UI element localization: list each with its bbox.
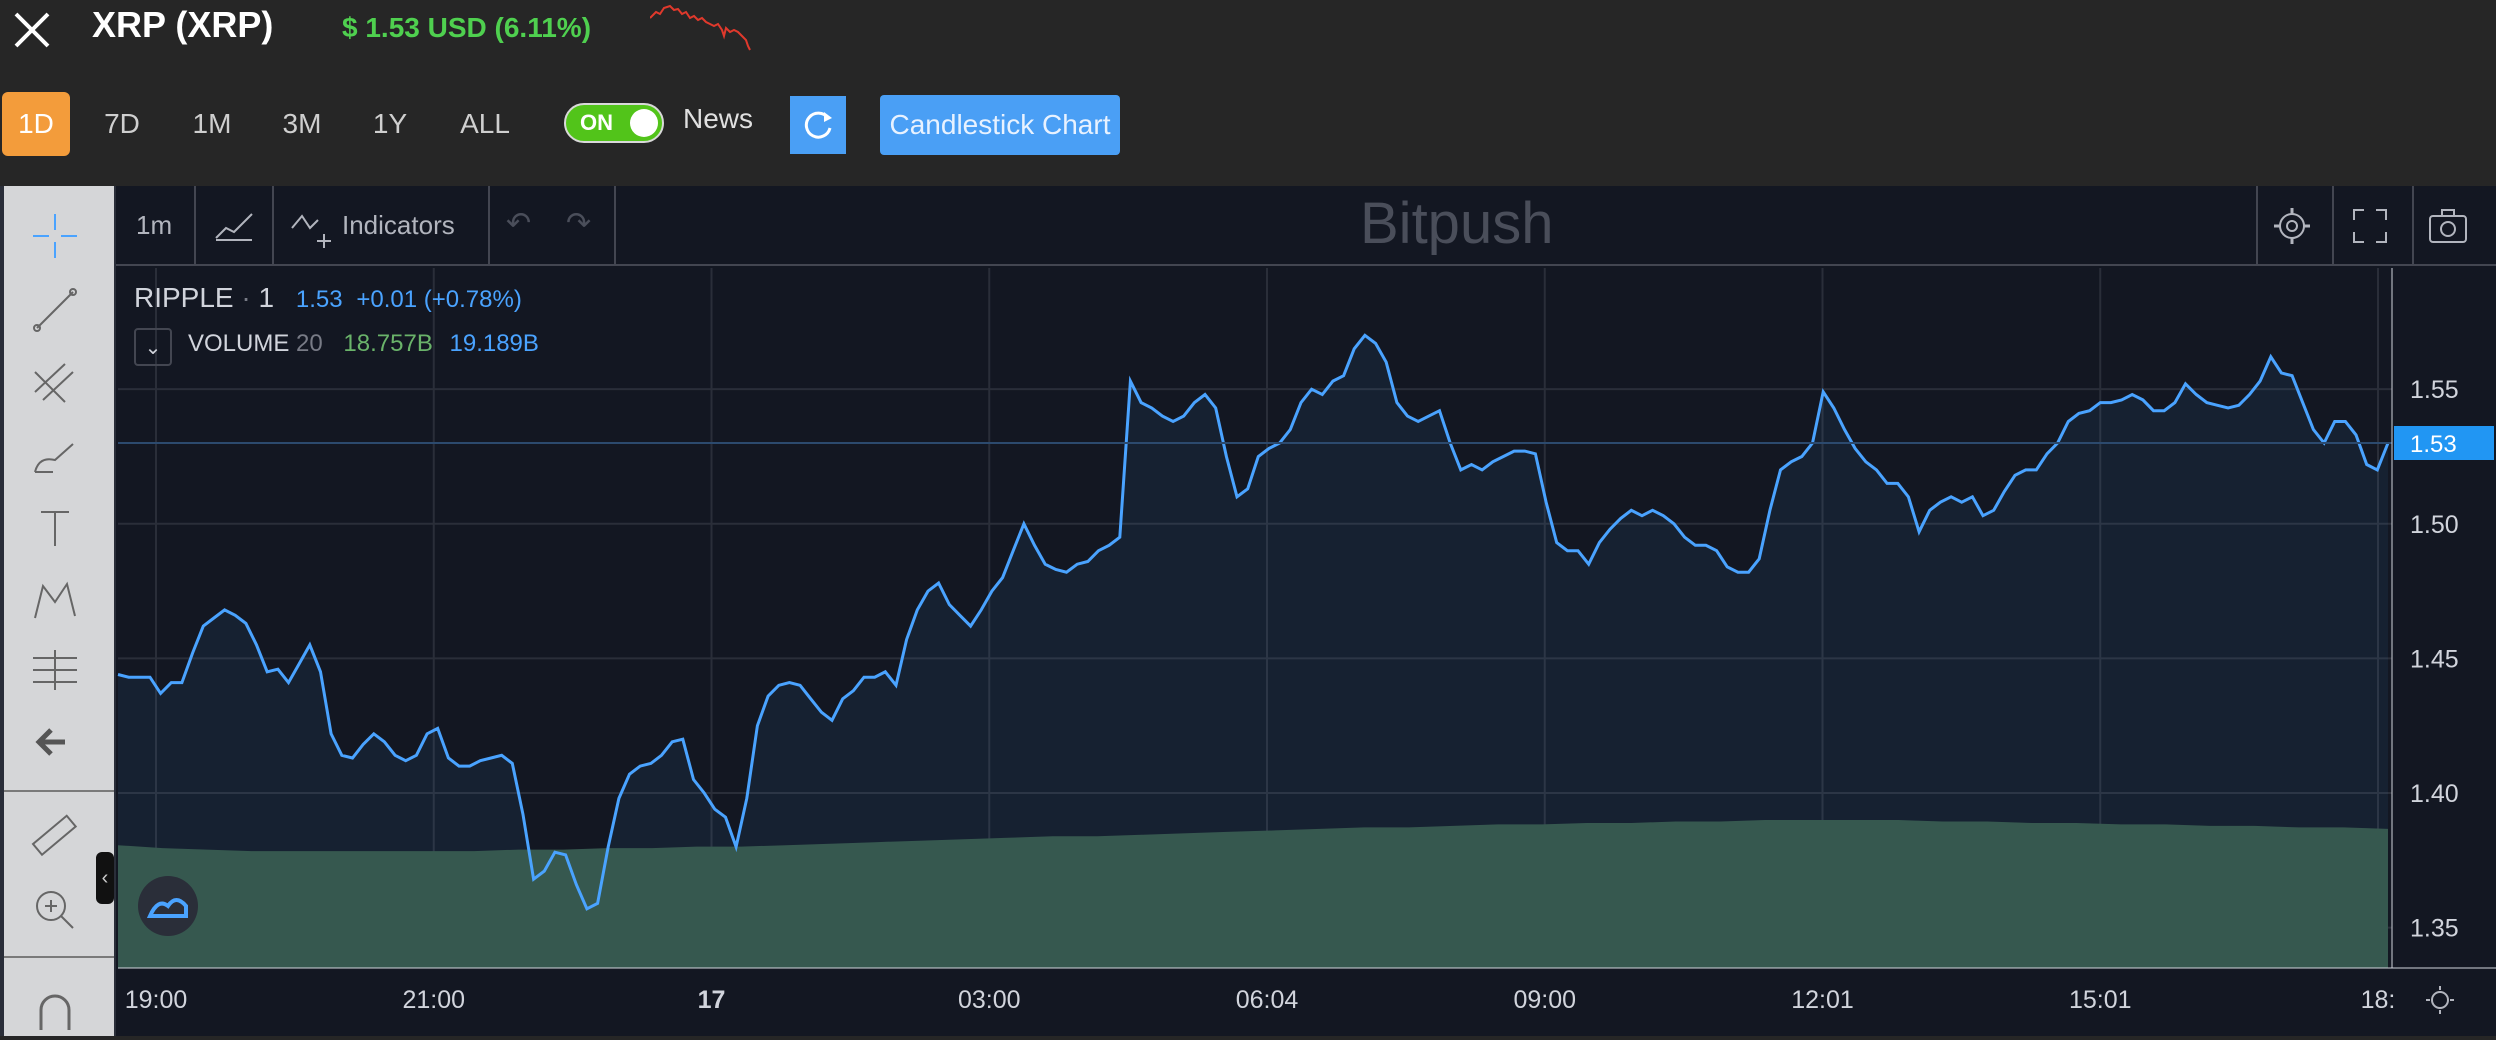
brush-icon[interactable] bbox=[25, 426, 85, 486]
range-1y[interactable]: 1Y bbox=[372, 108, 408, 139]
range-1d[interactable]: 1D bbox=[2, 92, 70, 156]
settings-small-icon[interactable] bbox=[2420, 980, 2460, 1020]
toggle-knob bbox=[630, 109, 658, 137]
bitpush-logo bbox=[138, 876, 198, 936]
trend-line-icon[interactable] bbox=[25, 280, 85, 340]
toggle-label: ON bbox=[580, 110, 613, 135]
range-1m[interactable]: 1M bbox=[192, 108, 232, 139]
indicators-icon[interactable] bbox=[288, 206, 336, 250]
price-text: $ 1.53 USD (6.11%) bbox=[342, 12, 592, 43]
refresh-icon[interactable] bbox=[790, 96, 846, 154]
measure-lines-icon[interactable] bbox=[25, 640, 85, 700]
range-all[interactable]: ALL bbox=[460, 108, 510, 139]
symbol-name: RIPPLE bbox=[134, 282, 234, 313]
watermark: Bitpush bbox=[1360, 191, 1554, 256]
close-x-icon[interactable] bbox=[10, 8, 54, 52]
magnet-icon[interactable] bbox=[25, 980, 85, 1040]
chart-toolbar bbox=[116, 186, 2496, 266]
series-legend: RIPPLE · 1 1.53 +0.01 (+0.78%) bbox=[134, 282, 522, 314]
fullscreen-icon[interactable] bbox=[2350, 206, 2390, 246]
indicators-button[interactable]: Indicators bbox=[342, 210, 455, 240]
header-bar bbox=[0, 0, 2496, 185]
toolbar-divider bbox=[4, 790, 114, 792]
gear-icon[interactable] bbox=[2270, 204, 2314, 248]
pattern-icon[interactable] bbox=[25, 570, 85, 630]
page-title: XRP (XRP) bbox=[92, 4, 274, 45]
camera-icon[interactable] bbox=[2426, 206, 2470, 246]
range-7d[interactable]: 7D bbox=[104, 108, 140, 139]
candlestick-chart-button[interactable]: Candlestick Chart bbox=[880, 95, 1120, 155]
ruler-icon[interactable] bbox=[25, 806, 85, 866]
zoom-in-icon[interactable] bbox=[25, 880, 85, 940]
legend-change: +0.01 (+0.78%) bbox=[356, 286, 522, 313]
text-tool-icon[interactable] bbox=[25, 498, 85, 558]
news-toggle[interactable]: ON bbox=[564, 103, 664, 143]
range-3m[interactable]: 3M bbox=[282, 108, 322, 139]
undo-icon[interactable]: ↶ bbox=[506, 207, 532, 240]
legend-interval: 1 bbox=[258, 282, 275, 313]
plot-area bbox=[116, 266, 2496, 1036]
crosshair-icon[interactable] bbox=[25, 206, 85, 266]
news-label: News bbox=[683, 103, 754, 134]
toolbar-divider bbox=[4, 956, 114, 958]
collapse-toolbar-button[interactable]: ‹ bbox=[96, 852, 114, 904]
interval-button[interactable]: 1m bbox=[136, 210, 173, 240]
back-arrow-icon[interactable] bbox=[25, 712, 85, 772]
volume-label: VOLUME bbox=[188, 330, 290, 357]
volume-value-1: 18.757B bbox=[343, 330, 433, 357]
pitchfork-icon[interactable] bbox=[25, 352, 85, 412]
legend-dot: · bbox=[241, 282, 251, 313]
volume-value-2: 19.189B bbox=[449, 330, 539, 357]
redo-icon[interactable]: ↷ bbox=[566, 207, 592, 240]
volume-legend: VOLUME 20 18.757B 19.189B bbox=[188, 330, 539, 358]
chevron-down-icon[interactable]: ⌄ bbox=[134, 328, 172, 366]
sparkline bbox=[650, 4, 751, 51]
volume-period: 20 bbox=[296, 330, 323, 357]
legend-last: 1.53 bbox=[295, 286, 343, 313]
chart-type-icon[interactable] bbox=[212, 208, 256, 244]
